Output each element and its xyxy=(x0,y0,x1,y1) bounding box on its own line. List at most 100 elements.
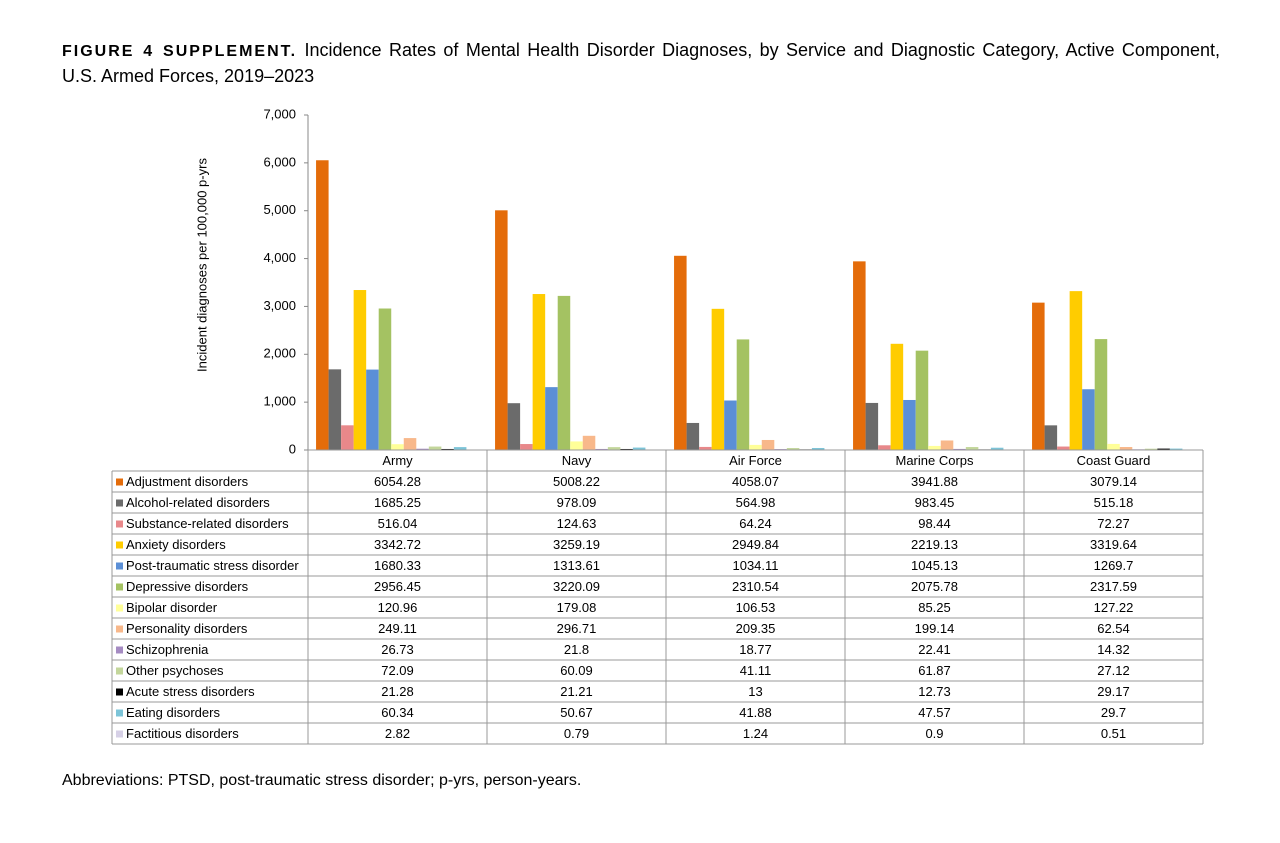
table-value: 14.32 xyxy=(1097,642,1130,657)
legend-swatch xyxy=(116,646,123,654)
bar xyxy=(890,343,904,450)
legend-label: Schizophrenia xyxy=(126,642,209,657)
bar xyxy=(378,308,392,450)
y-tick-label: 2,000 xyxy=(263,346,296,361)
legend-label: Post-traumatic stress disorder xyxy=(126,558,299,573)
bar xyxy=(507,403,521,450)
bar xyxy=(865,402,879,450)
table-value: 72.27 xyxy=(1097,516,1130,531)
bar xyxy=(1119,447,1133,450)
legend-swatch xyxy=(116,583,123,591)
table-value: 1034.11 xyxy=(732,558,778,573)
table-value: 0.79 xyxy=(564,726,589,741)
y-tick-label: 3,000 xyxy=(263,298,296,313)
bar xyxy=(990,447,1004,450)
bar xyxy=(1082,389,1095,450)
table-value: 26.73 xyxy=(381,642,414,657)
legend-swatch xyxy=(116,478,123,486)
bar xyxy=(736,339,750,450)
bar xyxy=(1069,291,1083,450)
legend-label: Substance-related disorders xyxy=(126,516,289,531)
bar xyxy=(316,160,329,450)
bar xyxy=(878,445,891,450)
bar xyxy=(570,441,583,450)
table-value: 6054.28 xyxy=(374,474,421,489)
table-value: 61.87 xyxy=(918,663,951,678)
table-value: 1269.7 xyxy=(1094,558,1134,573)
table-value: 72.09 xyxy=(381,663,414,678)
x-tick-label: Marine Corps xyxy=(895,453,974,468)
table-value: 29.17 xyxy=(1097,684,1130,699)
table-value: 29.7 xyxy=(1101,705,1126,720)
legend-swatch xyxy=(116,667,123,675)
bar xyxy=(328,369,342,450)
legend-swatch xyxy=(116,709,123,717)
table-value: 18.77 xyxy=(739,642,772,657)
chart: Incident diagnoses per 100,000 p-yrs 0 1,… xyxy=(111,106,1204,745)
table-value: 27.12 xyxy=(1097,663,1130,678)
legend-label: Acute stress disorders xyxy=(126,684,255,699)
legend-swatch xyxy=(116,562,123,570)
bar xyxy=(699,446,712,450)
y-tick-label: 1,000 xyxy=(263,394,296,409)
bar xyxy=(903,399,916,450)
legend-swatch xyxy=(116,541,123,549)
legend-label: Adjustment disorders xyxy=(126,474,249,489)
table-value: 2317.59 xyxy=(1090,579,1137,594)
bar xyxy=(1057,446,1070,450)
table-value: 983.45 xyxy=(915,495,955,510)
table-value: 1685.25 xyxy=(374,495,421,510)
bar xyxy=(1144,448,1158,450)
table-value: 85.25 xyxy=(918,600,951,615)
table-value: 3259.19 xyxy=(553,537,600,552)
table-value: 41.88 xyxy=(739,705,772,720)
table-value: 22.41 xyxy=(918,642,951,657)
bar xyxy=(953,448,966,450)
table-value: 21.8 xyxy=(564,642,589,657)
y-tick-label: 6,000 xyxy=(263,154,296,169)
bar xyxy=(620,448,633,450)
x-tick-label: Coast Guard xyxy=(1077,453,1151,468)
legend-swatch xyxy=(116,604,123,612)
table-value: 41.11 xyxy=(740,663,772,678)
table-value: 2075.78 xyxy=(911,579,958,594)
x-tick-label: Army xyxy=(382,453,413,468)
legend-label: Eating disorders xyxy=(126,705,220,720)
legend-label: Other psychoses xyxy=(126,663,224,678)
bar xyxy=(353,290,367,450)
bar xyxy=(441,448,454,450)
bar xyxy=(915,350,929,450)
table-value: 516.04 xyxy=(378,516,418,531)
bar xyxy=(786,448,800,450)
bar xyxy=(811,447,825,450)
table-value: 60.09 xyxy=(560,663,593,678)
table-value: 249.11 xyxy=(378,621,417,636)
table-value: 209.35 xyxy=(736,621,776,636)
table-value: 1680.33 xyxy=(374,558,421,573)
table-value: 106.53 xyxy=(736,600,776,615)
table-value: 50.67 xyxy=(560,705,593,720)
bar xyxy=(495,210,508,450)
title-prefix: FIGURE 4 SUPPLEMENT. xyxy=(62,43,298,60)
legend-swatch xyxy=(116,625,123,633)
bar xyxy=(965,447,979,450)
bar xyxy=(545,387,558,450)
table-value: 0.9 xyxy=(925,726,943,741)
legend-label: Factitious disorders xyxy=(126,726,239,741)
table-value: 1.24 xyxy=(743,726,768,741)
bar xyxy=(724,400,737,450)
bar xyxy=(749,444,762,450)
bar xyxy=(391,444,404,450)
table-value: 179.08 xyxy=(557,600,597,615)
bar xyxy=(686,422,700,450)
table-value: 515.18 xyxy=(1094,495,1134,510)
table-value: 124.63 xyxy=(557,516,597,531)
bar xyxy=(366,369,379,450)
table-value: 2.82 xyxy=(385,726,410,741)
bar xyxy=(582,435,596,450)
legend-swatch xyxy=(116,688,123,696)
table-value: 62.54 xyxy=(1097,621,1130,636)
legend-label: Bipolar disorder xyxy=(126,600,218,615)
bar xyxy=(1032,302,1045,450)
